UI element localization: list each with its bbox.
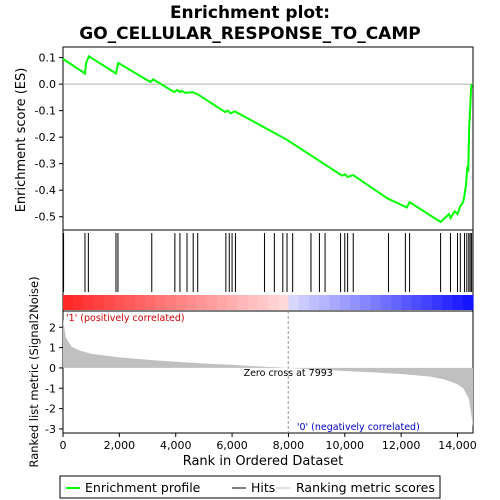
rank-color-bar <box>63 295 474 310</box>
color-bar-segment <box>216 295 228 310</box>
zero-cross-label: Zero cross at 7993 <box>244 368 333 379</box>
color-bar-segment <box>83 295 95 310</box>
legend-hits-label: Hits <box>251 480 275 495</box>
metric-ytick-label: -1 <box>45 382 56 395</box>
legend-metric-label: Ranking metric scores <box>296 480 435 495</box>
x-tick-label: 8,000 <box>273 439 305 452</box>
x-tick-label: 2,000 <box>104 439 136 452</box>
metric-ytick-label: -2 <box>45 403 56 416</box>
negative-correlation-label: '0' (negatively correlated) <box>297 422 420 433</box>
color-bar-segment <box>206 295 218 310</box>
color-bar-segment <box>165 295 177 310</box>
color-bar-segment <box>370 295 382 310</box>
es-ytick-label: -0.4 <box>35 184 56 197</box>
color-bar-segment <box>145 295 156 310</box>
color-bar-segment <box>155 295 167 310</box>
color-bar-segment <box>329 295 341 310</box>
hits-panel <box>62 229 474 312</box>
color-bar-segment <box>350 295 361 310</box>
color-bar-segment <box>309 295 320 310</box>
color-bar-segment <box>104 295 115 310</box>
color-bar-segment <box>114 295 126 310</box>
color-bar-segment <box>278 295 290 310</box>
color-bar-segment <box>401 295 413 310</box>
chart-title-line1: Enrichment plot: <box>170 3 330 23</box>
color-bar-segment <box>196 295 208 310</box>
ranking-metric-area <box>63 319 473 427</box>
legend-profile-label: Enrichment profile <box>85 480 201 495</box>
color-bar-segment <box>339 295 351 310</box>
es-ytick-label: -0.1 <box>35 105 56 118</box>
color-bar-segment <box>134 295 146 310</box>
color-bar-segment <box>298 295 310 310</box>
color-bar-segment <box>421 295 433 310</box>
color-bar-segment <box>411 295 423 310</box>
color-bar-segment <box>442 295 454 310</box>
x-tick-label: 12,000 <box>382 439 421 452</box>
es-axis-label: Enrichment score (ES) <box>14 68 29 213</box>
metric-ytick-label: -3 <box>45 423 56 436</box>
x-tick-label: 14,000 <box>438 439 477 452</box>
legend-frame <box>59 475 441 499</box>
es-ytick-label: -0.5 <box>35 211 56 224</box>
color-bar-segment <box>462 295 474 310</box>
enrichment-score-panel: 0.1 0.0 -0.1 -0.2 -0.3 -0.4 -0.5 Enrichment sc… <box>14 46 474 231</box>
color-bar-segment <box>257 295 269 310</box>
color-bar-segment <box>380 295 392 310</box>
enrichment-profile-line <box>62 54 473 224</box>
color-bar-segment <box>227 295 238 310</box>
metric-ytick-label: 2 <box>49 321 56 334</box>
color-bar-segment <box>319 295 331 310</box>
color-bar-segment <box>124 295 136 310</box>
color-bar-segment <box>360 295 372 310</box>
color-bar-segment <box>186 295 197 310</box>
x-axis-label: Rank in Ordered Dataset <box>183 454 344 469</box>
color-bar-segment <box>268 295 279 310</box>
es-ytick-label: 0.1 <box>39 52 57 65</box>
es-ytick-label: 0.0 <box>39 78 57 91</box>
top-panel-frame <box>62 46 474 231</box>
chart-title-line2: GO_CELLULAR_RESPONSE_TO_CAMP <box>79 24 420 44</box>
color-bar-segment <box>63 295 74 310</box>
color-bar-segment <box>93 295 105 310</box>
color-bar-segment <box>452 295 464 310</box>
legend: Enrichment profile Hits Ranking metric s… <box>59 475 441 499</box>
x-tick-label: 4,000 <box>160 439 192 452</box>
metric-ytick-label: 0 <box>49 362 56 375</box>
metric-axis-label: Ranked list metric (Signal2Noise) <box>27 276 41 467</box>
es-ytick-label: -0.3 <box>35 158 56 171</box>
color-bar-segment <box>391 295 402 310</box>
x-tick-label: 0 <box>60 439 67 452</box>
ranking-metric-panel: 2 1 0 -1 -2 -3 Zero cross at 7993 '1' (positi… <box>27 276 474 468</box>
color-bar-segment <box>247 295 259 310</box>
x-tick-label: 10,000 <box>326 439 365 452</box>
x-tick-label: 6,000 <box>216 439 248 452</box>
color-bar-segment <box>175 295 187 310</box>
color-bar-segment <box>237 295 249 310</box>
metric-ytick-label: 1 <box>49 342 56 355</box>
positive-correlation-label: '1' (positively correlated) <box>66 313 185 324</box>
color-bar-segment <box>288 295 300 310</box>
es-ytick-label: -0.2 <box>35 131 56 144</box>
color-bar-segment <box>73 295 85 310</box>
color-bar-segment <box>432 295 443 310</box>
